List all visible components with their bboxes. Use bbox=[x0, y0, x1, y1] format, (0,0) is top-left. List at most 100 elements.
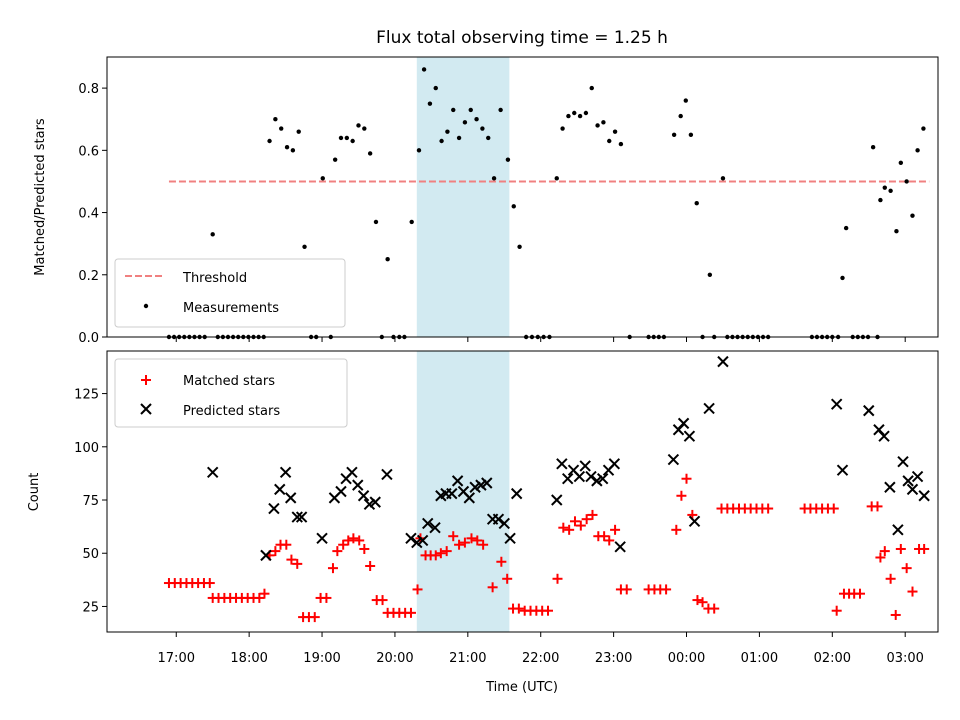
predicted-point bbox=[279, 466, 292, 479]
measurement-point bbox=[707, 272, 713, 277]
measurement-point bbox=[480, 126, 485, 131]
matched-point bbox=[697, 597, 708, 608]
bottom-panel-x-axis: 17:00 18:00 19:00 20:00 21:00 22:00 23:00 00:00… bbox=[158, 632, 924, 666]
matched-point bbox=[604, 535, 615, 546]
predicted-point bbox=[667, 453, 680, 466]
matched-point bbox=[564, 524, 575, 535]
measurement-point bbox=[356, 123, 361, 128]
top-legend: Threshold Measurements bbox=[114, 258, 346, 328]
bottom-legend-box bbox=[114, 358, 348, 428]
bottom-panel-frame bbox=[106, 350, 939, 633]
measurement-point bbox=[296, 129, 301, 134]
matched-point bbox=[692, 595, 703, 606]
predicted-point bbox=[878, 430, 890, 442]
measurement-point bbox=[577, 113, 583, 119]
matched-point bbox=[879, 546, 890, 557]
matched-point bbox=[405, 607, 416, 618]
highlight-span bbox=[416, 57, 510, 337]
matched-point bbox=[828, 503, 839, 514]
predicted-point bbox=[335, 485, 347, 498]
matched-point bbox=[875, 552, 886, 563]
top-y-axis-label: Matched/Predicted stars bbox=[33, 118, 48, 276]
measurement-point bbox=[362, 126, 367, 131]
measurement-point bbox=[843, 225, 849, 231]
legend-matched-marker bbox=[141, 375, 151, 385]
y-tick-label: 25 bbox=[82, 600, 99, 615]
measurement-point bbox=[612, 129, 618, 134]
y-tick-label: 0.8 bbox=[78, 82, 99, 97]
matched-point bbox=[204, 578, 215, 589]
matched-point bbox=[281, 539, 292, 550]
matched-point bbox=[338, 539, 349, 550]
bottom-panel-y-axis: 25 50 75 100 125 bbox=[74, 388, 107, 615]
predicted-point bbox=[498, 517, 510, 530]
y-tick-label: 125 bbox=[74, 388, 99, 403]
measurement-point bbox=[870, 145, 876, 150]
x-tick-label: 01:00 bbox=[741, 651, 778, 666]
top-panel-x-ticks bbox=[175, 337, 906, 342]
measurement-point bbox=[320, 176, 325, 181]
measurement-point bbox=[511, 204, 516, 209]
matched-point bbox=[569, 516, 580, 527]
predicted-point bbox=[451, 475, 464, 487]
matched-point bbox=[661, 584, 672, 595]
legend-measurements-label: Measurements bbox=[183, 301, 279, 316]
y-tick-label: 0.2 bbox=[78, 269, 99, 284]
measurement-point bbox=[840, 275, 845, 281]
measurement-point bbox=[898, 160, 904, 165]
predicted-point bbox=[260, 549, 272, 562]
matched-point bbox=[513, 603, 524, 614]
predicted-point bbox=[504, 532, 516, 545]
measurement-point bbox=[332, 157, 338, 162]
measurement-point bbox=[694, 201, 699, 206]
predicted-point bbox=[884, 481, 896, 493]
measurement-point bbox=[456, 135, 462, 141]
predicted-point bbox=[291, 511, 303, 523]
x-tick-label: 22:00 bbox=[522, 651, 559, 666]
matched-point bbox=[254, 592, 265, 603]
legend-predicted-marker bbox=[140, 403, 152, 415]
predicted-point bbox=[556, 458, 568, 470]
measurement-point bbox=[491, 176, 497, 181]
predicted-point bbox=[416, 534, 429, 547]
matched-point bbox=[343, 535, 354, 546]
bottom-legend: Matched stars Predicted stars bbox=[114, 358, 348, 428]
predicted-point bbox=[381, 468, 393, 481]
top-panel-frame bbox=[106, 56, 939, 338]
matched-point bbox=[286, 554, 297, 565]
measurement-point bbox=[210, 232, 215, 237]
matched-point bbox=[581, 514, 592, 525]
matched-point bbox=[466, 533, 477, 544]
measurement-point bbox=[474, 117, 479, 122]
x-tick-label: 00:00 bbox=[668, 651, 705, 666]
matched-point bbox=[448, 531, 459, 542]
predicted-point bbox=[579, 460, 591, 472]
matched-point bbox=[587, 509, 598, 520]
predicted-point bbox=[892, 524, 904, 536]
matched-point bbox=[430, 550, 441, 561]
measurement-point bbox=[279, 126, 284, 131]
predicted-point bbox=[316, 532, 328, 545]
measurement-point bbox=[505, 157, 511, 162]
predicted-point bbox=[830, 398, 843, 410]
measurement-point bbox=[589, 85, 594, 91]
matched-point bbox=[496, 556, 507, 567]
matched-point bbox=[671, 524, 682, 535]
matched-point bbox=[676, 490, 687, 501]
measurement-point bbox=[462, 120, 468, 125]
measurement-point bbox=[416, 148, 422, 153]
predicted-point bbox=[614, 541, 626, 553]
predicted-point bbox=[492, 513, 505, 525]
x-tick-label: 21:00 bbox=[449, 651, 486, 666]
measurement-point bbox=[385, 257, 390, 262]
top-legend-box bbox=[114, 258, 346, 328]
measurement-point bbox=[720, 176, 726, 181]
predicted-point bbox=[717, 355, 729, 368]
x-tick-label: 02:00 bbox=[814, 651, 851, 666]
predicted-point bbox=[446, 487, 458, 500]
measurement-point bbox=[267, 138, 272, 144]
matched-point bbox=[454, 539, 465, 550]
matched-point bbox=[558, 522, 569, 533]
predicted-point bbox=[422, 517, 434, 530]
predicted-point bbox=[284, 492, 297, 504]
